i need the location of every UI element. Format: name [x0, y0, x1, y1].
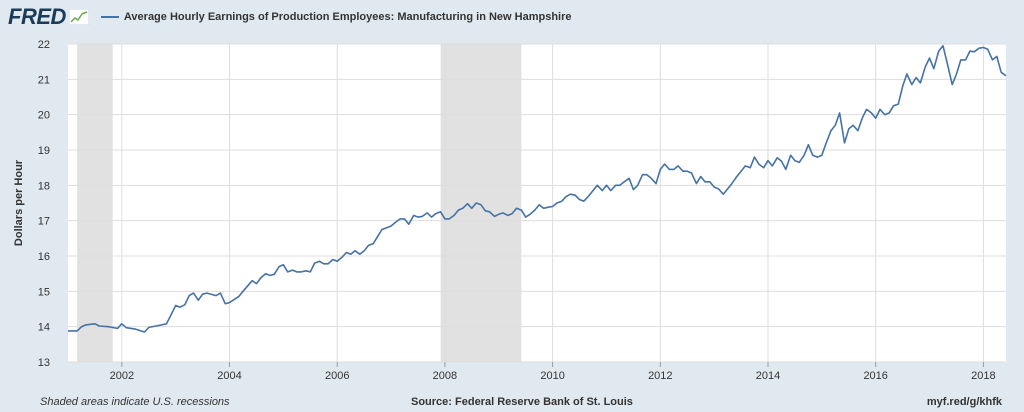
x-tick-label: 2014 [756, 370, 780, 382]
y-tick-label: 15 [38, 286, 50, 298]
x-axis: 2002 2004 2006 2008 2010 2012 2014 2016 2018 [110, 362, 996, 382]
y-tick-label: 21 [38, 74, 50, 86]
x-tick-label: 2002 [110, 370, 134, 382]
plot-area [68, 44, 1006, 362]
x-tick-label: 2016 [863, 370, 887, 382]
legend-swatch [100, 16, 119, 18]
y-tick-label: 22 [38, 39, 50, 51]
y-tick-label: 19 [38, 145, 50, 157]
chart-header: FRED Average Hourly Earnings of Producti… [8, 4, 572, 30]
x-tick-label: 2012 [648, 370, 672, 382]
y-tick-label: 13 [38, 357, 50, 369]
y-tick-label: 16 [38, 251, 50, 263]
y-tick-label: 20 [38, 110, 50, 122]
y-axis: 13 14 15 16 17 18 19 20 21 22 [38, 39, 50, 369]
chart-title[interactable]: Average Hourly Earnings of Production Em… [123, 11, 572, 23]
x-tick-label: 2006 [325, 370, 349, 382]
recession-band [440, 44, 522, 362]
y-tick-label: 17 [38, 216, 50, 228]
x-tick-label: 2010 [540, 370, 564, 382]
recession-bands [77, 44, 522, 362]
x-tick-label: 2018 [971, 370, 995, 382]
fred-logo-graph-icon [68, 9, 89, 25]
x-tick-label: 2004 [217, 370, 241, 382]
recession-note: Shaded areas indicate U.S. recessions [40, 396, 230, 408]
source-note: Source: Federal Reserve Bank of St. Loui… [411, 396, 633, 408]
y-tick-label: 18 [38, 180, 50, 192]
y-axis-label: Dollars per Hour [13, 159, 25, 246]
series-line[interactable] [68, 44, 1007, 333]
x-tick-label: 2008 [433, 370, 457, 382]
recession-band [77, 44, 113, 362]
fred-logo[interactable]: FRED [8, 4, 66, 29]
grid-lines [68, 43, 1006, 363]
short-url-link[interactable]: myf.red/g/khfk [926, 396, 1002, 408]
y-tick-label: 14 [38, 322, 50, 334]
series-layer [68, 44, 1007, 333]
